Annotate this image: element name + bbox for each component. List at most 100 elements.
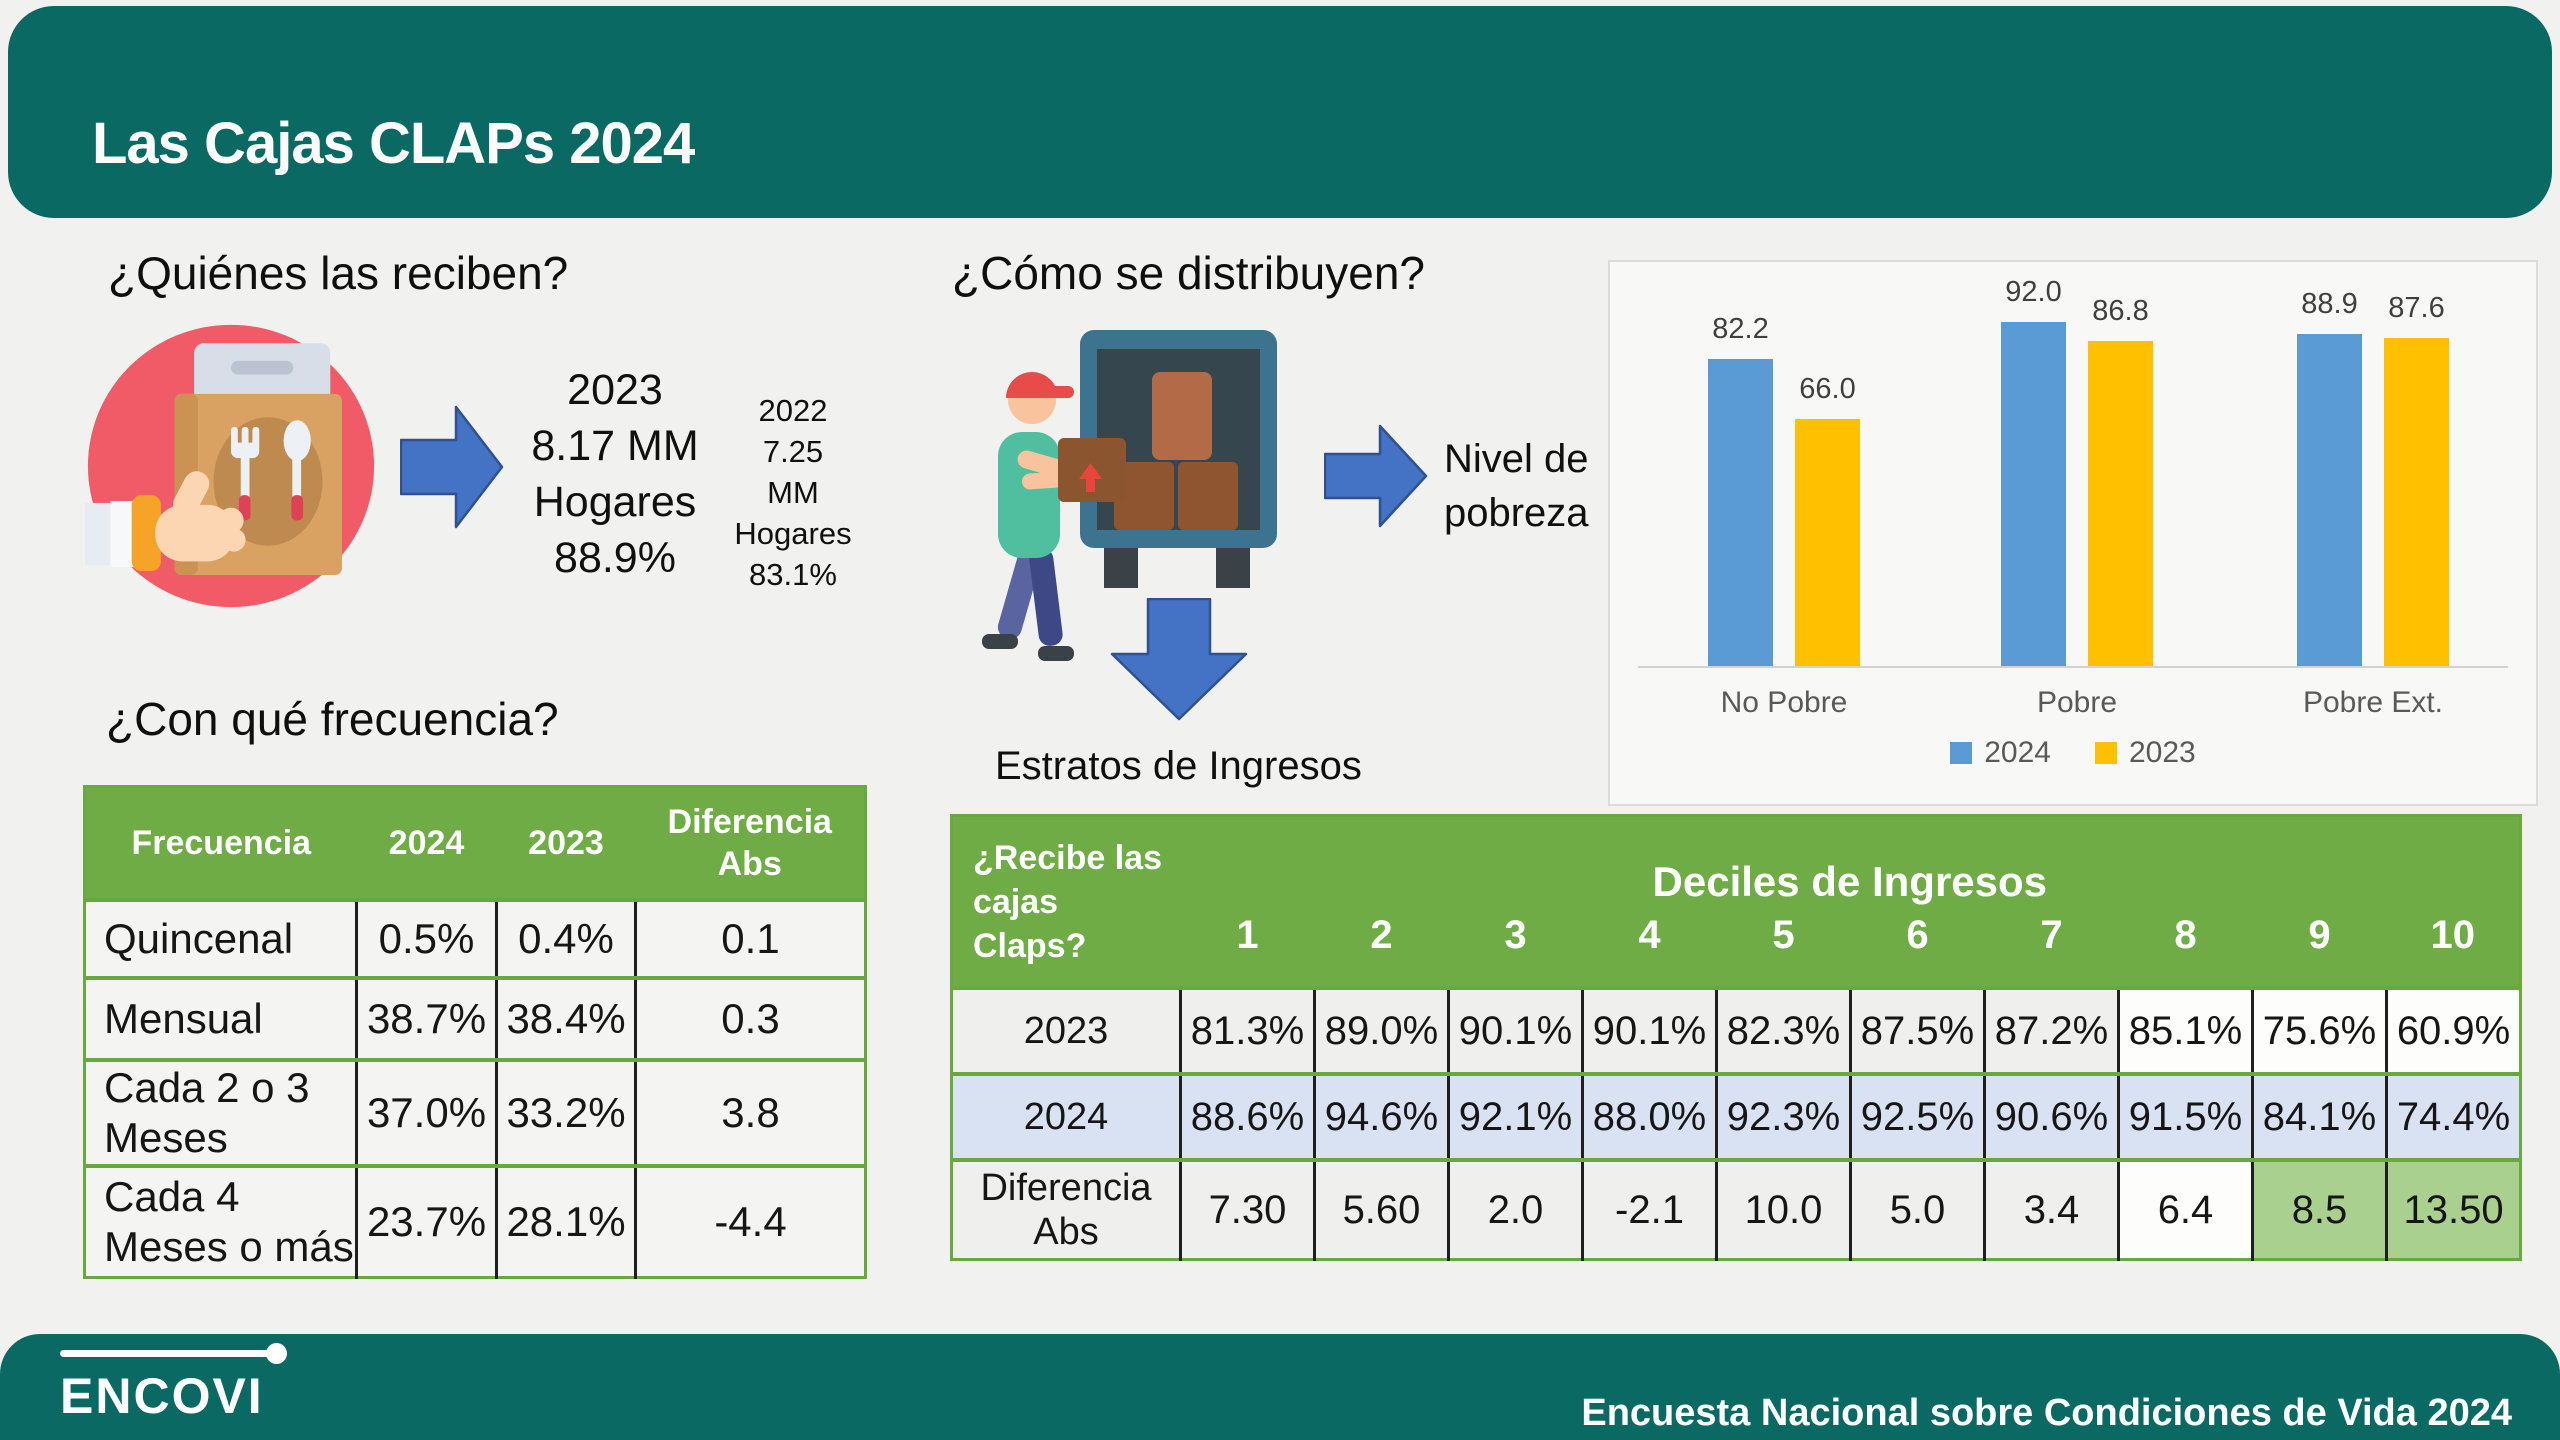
chart-bar-label: 82.2 (1712, 313, 1769, 345)
legend-swatch-icon (1950, 742, 1973, 764)
table-row: Cada 2 o 3 Meses 37.0% 33.2% 3.8 (84, 1058, 866, 1166)
table-row: Mensual 38.7% 38.4% 0.3 (84, 976, 866, 1060)
table-cell: 81.3% (1179, 986, 1315, 1074)
table-header-cell: 8 (2118, 912, 2253, 988)
recipients-2022-stats: 2022 7.25 MM Hogares 83.1% (712, 390, 874, 595)
table-header-cell: 5 (1716, 912, 1851, 988)
table-cell: 74.4% (2384, 1072, 2521, 1160)
stat-line: MM (767, 475, 819, 510)
chart-bar-label: 87.6 (2388, 292, 2445, 324)
table-cell: 75.6% (2251, 986, 2387, 1074)
header-banner: Las Cajas CLAPs 2024 (8, 6, 2552, 218)
stat-line: Hogares (533, 478, 697, 526)
table-header-row: Frecuencia 2024 2023 Diferencia Abs (84, 786, 866, 900)
chart-bar-label: 92.0 (2005, 276, 2062, 308)
chart-bar (1708, 359, 1773, 666)
table-cell: 23.7% (355, 1164, 497, 1278)
frequency-heading: ¿Con qué frecuencia? (106, 693, 559, 745)
table-header-cell: 1 (1180, 912, 1315, 988)
income-strata-label: Estratos de Ingresos (995, 744, 1362, 788)
table-cell: 88.6% (1179, 1072, 1315, 1160)
table-cell: -4.4 (634, 1164, 866, 1278)
legend-label: 2024 (1984, 736, 2051, 769)
table-header-cell: Frecuencia (84, 786, 357, 900)
table-cell: 3.8 (634, 1058, 866, 1166)
table-cell: 13.50 (2384, 1158, 2521, 1260)
table-row: Quincenal 0.5% 0.4% 0.1 (84, 898, 866, 978)
legend-item: 2024 (1950, 736, 2051, 770)
table-header-cell: 4 (1582, 912, 1717, 988)
table-cell: 3.4 (1983, 1158, 2119, 1260)
table-cell: 0.4% (495, 898, 636, 978)
table-cell: 0.1 (634, 898, 866, 978)
table-cell: Mensual (84, 976, 357, 1060)
delivery-truck-icon (982, 330, 1277, 661)
logo-line (60, 1343, 287, 1364)
table-cell: Quincenal (84, 898, 357, 978)
table-cell: 87.2% (1983, 986, 2119, 1074)
poverty-chart: 2024 2023 82.2 92.0 88.9 66.0 86.8 87.6 No Pobr… (1608, 260, 2538, 806)
stat-line: 2023 (567, 366, 663, 414)
table-header-cell: 9 (2252, 912, 2387, 988)
stat-line: 8.17 MM (531, 422, 699, 470)
chart-legend: 2024 2023 (1610, 736, 2536, 770)
chart-bar-label: 86.8 (2092, 295, 2149, 327)
chart-category-label: Pobre Ext. (2302, 686, 2444, 719)
table-cell: 90.1% (1581, 986, 1717, 1074)
arrow-right-icon (400, 405, 504, 529)
table-row: Diferencia Abs 7.30 5.60 2.0 -2.1 10.0 5.0 3.4 6… (951, 1158, 2521, 1260)
legend-swatch-icon (2095, 742, 2117, 764)
food-bag-hand-icon (85, 324, 375, 608)
chart-bar (2088, 341, 2153, 666)
table-header-cell: 2 (1314, 912, 1449, 988)
table-cell: 92.3% (1715, 1072, 1851, 1160)
table-row: Cada 4 Meses o más 23.7% 28.1% -4.4 (84, 1164, 866, 1278)
table-cell: 85.1% (2117, 986, 2253, 1074)
table-row: 2024 88.6% 94.6% 92.1% 88.0% 92.3% 92.5% 90.6% 9… (951, 1072, 2521, 1160)
table-cell: 92.1% (1447, 1072, 1583, 1160)
chart-x-axis (1638, 666, 2508, 668)
stat-line: Hogares (734, 516, 852, 551)
table-header-cell: 2023 (496, 786, 636, 900)
recipients-2023-stats: 2023 8.17 MM Hogares 88.9% (498, 362, 732, 586)
distribution-heading: ¿Cómo se distribuyen? (952, 247, 1425, 299)
stat-line: 2022 (758, 393, 828, 428)
table-cell: 82.3% (1715, 986, 1851, 1074)
table-header-cell: Diferencia Abs (635, 786, 866, 900)
stat-line: 7.25 (762, 434, 824, 469)
table-cell: 33.2% (495, 1058, 636, 1166)
table-cell: 8.5 (2251, 1158, 2387, 1260)
table-cell: 87.5% (1849, 986, 1985, 1074)
chart-bar-label: 66.0 (1799, 373, 1856, 405)
poverty-arrow-icon (1324, 424, 1428, 528)
chart-bar (2297, 334, 2362, 666)
table-cell: 10.0 (1715, 1158, 1851, 1260)
encovi-logo: ENCOVI (60, 1343, 360, 1425)
table-cell: Cada 4 Meses o más (84, 1164, 357, 1278)
recipients-heading: ¿Quiénes las reciben? (108, 247, 569, 299)
table-cell: Diferencia Abs (951, 1158, 1181, 1260)
income-strata-arrow-icon (1110, 598, 1248, 721)
logo-dot (266, 1343, 287, 1364)
chart-bar (2384, 338, 2449, 666)
table-cell: 94.6% (1313, 1072, 1449, 1160)
table-cell: 7.30 (1179, 1158, 1315, 1260)
table-header-row: 1 2 3 4 5 6 7 8 9 10 (952, 912, 2521, 988)
table-header-cell: ¿Recibe las cajas Claps? (951, 815, 1181, 988)
table-header-cell: 6 (1850, 912, 1985, 988)
table-cell: 92.5% (1849, 1072, 1985, 1160)
table-header-cell: Deciles de Ingresos (1180, 815, 2521, 912)
table-cell: 37.0% (355, 1058, 497, 1166)
legend-item: 2023 (2095, 736, 2196, 770)
chart-bar (2001, 322, 2066, 666)
frequency-table: Frecuencia 2024 2023 Diferencia Abs Quincena… (83, 785, 867, 1279)
table-cell: 91.5% (2117, 1072, 2253, 1160)
chart-bar-label: 88.9 (2301, 288, 2358, 320)
table-cell: 2024 (951, 1072, 1181, 1160)
chart-bar (1795, 419, 1860, 666)
table-cell: 28.1% (495, 1164, 636, 1278)
table-cell: 84.1% (2251, 1072, 2387, 1160)
table-header-cell: 7 (1984, 912, 2119, 988)
table-cell: Cada 2 o 3 Meses (84, 1058, 357, 1166)
